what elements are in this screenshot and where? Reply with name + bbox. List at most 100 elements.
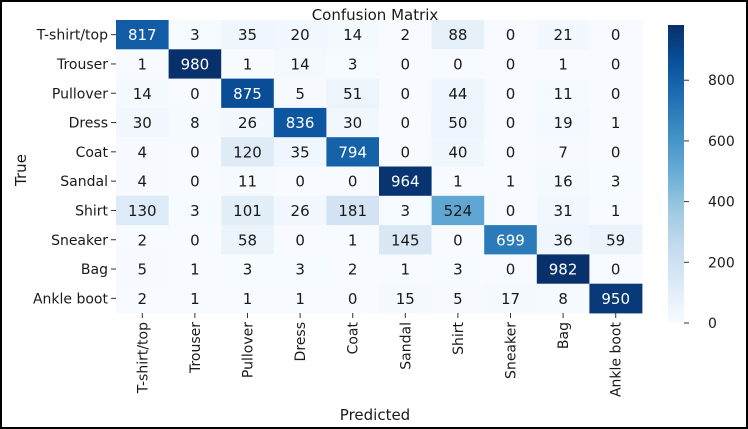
cell-value-label: 1 bbox=[190, 290, 200, 308]
y-tick-label: Pullover bbox=[52, 86, 108, 102]
cell-value-label: 982 bbox=[549, 261, 578, 279]
cell-value-label: 875 bbox=[233, 85, 262, 103]
heatmap-cell bbox=[273, 225, 327, 255]
cell-value-label: 0 bbox=[348, 173, 358, 191]
heatmap-cell bbox=[326, 137, 380, 167]
y-tick-label: Trouser bbox=[56, 57, 108, 73]
cell-value-label: 1 bbox=[190, 261, 200, 279]
cell-value-label: 1 bbox=[348, 231, 358, 249]
cell-value-label: 20 bbox=[291, 26, 310, 44]
cell-value-label: 0 bbox=[190, 143, 200, 161]
heatmap-cell bbox=[221, 225, 275, 255]
heatmap-cell bbox=[431, 195, 485, 226]
heatmap-cell bbox=[589, 225, 643, 255]
heatmap-cell bbox=[168, 225, 222, 255]
cell-value-label: 524 bbox=[444, 202, 473, 220]
heatmap-cell bbox=[116, 254, 169, 285]
heatmap-cell bbox=[431, 254, 485, 285]
cell-value-label: 0 bbox=[506, 85, 516, 103]
colorbar-tick-label: 400 bbox=[708, 195, 735, 211]
heatmap-cell bbox=[116, 20, 169, 50]
cell-value-label: 0 bbox=[190, 85, 200, 103]
heatmap-cell bbox=[379, 78, 432, 109]
cell-value-label: 0 bbox=[506, 143, 516, 161]
heatmap-cell bbox=[168, 254, 222, 285]
heatmap-cell bbox=[273, 78, 327, 109]
heatmap-cell bbox=[589, 137, 643, 167]
heatmap-cell bbox=[273, 107, 327, 138]
heatmap-cell bbox=[431, 137, 485, 167]
heatmap-cell bbox=[221, 254, 275, 285]
cell-value-label: 2 bbox=[138, 290, 148, 308]
cell-value-label: 88 bbox=[448, 26, 467, 44]
cell-value-label: 1 bbox=[138, 55, 148, 73]
x-tick-label: Dress bbox=[293, 322, 309, 361]
heatmap-cell bbox=[431, 20, 485, 50]
cell-value-label: 3 bbox=[190, 26, 200, 44]
cell-value-label: 1 bbox=[401, 261, 411, 279]
heatmap-cell bbox=[484, 283, 538, 314]
heatmap-cell bbox=[116, 195, 169, 226]
x-tick-label: Sneaker bbox=[504, 322, 520, 379]
cell-value-label: 30 bbox=[343, 114, 362, 132]
heatmap-cell bbox=[221, 49, 275, 79]
cell-value-label: 30 bbox=[133, 114, 152, 132]
heatmap-cell bbox=[536, 20, 590, 50]
heatmap-cell bbox=[221, 166, 275, 197]
cell-value-label: 1 bbox=[453, 173, 463, 191]
heatmap-cell bbox=[536, 137, 590, 167]
cell-value-label: 0 bbox=[611, 55, 621, 73]
heatmap-cell bbox=[589, 49, 643, 79]
cell-value-label: 0 bbox=[506, 26, 516, 44]
cell-value-label: 4 bbox=[138, 143, 148, 161]
cell-value-label: 1 bbox=[243, 55, 253, 73]
heatmap-cell bbox=[168, 166, 222, 197]
heatmap-cell bbox=[221, 283, 275, 314]
heatmap-cell bbox=[589, 20, 643, 50]
cell-value-label: 0 bbox=[506, 202, 516, 220]
colorbar-tick-label: 800 bbox=[708, 73, 735, 89]
heatmap-cell bbox=[536, 225, 590, 255]
cell-value-label: 1 bbox=[295, 290, 305, 308]
heatmap-cell bbox=[116, 166, 169, 197]
cell-value-label: 15 bbox=[396, 290, 415, 308]
cell-value-label: 19 bbox=[554, 114, 573, 132]
cell-value-label: 0 bbox=[348, 290, 358, 308]
cell-value-label: 40 bbox=[448, 143, 467, 161]
heatmap-cell bbox=[221, 137, 275, 167]
cell-value-label: 0 bbox=[295, 173, 305, 191]
heatmap-cell bbox=[116, 49, 169, 79]
cell-value-label: 0 bbox=[506, 114, 516, 132]
cell-value-label: 3 bbox=[611, 173, 621, 191]
cell-value-label: 11 bbox=[238, 173, 257, 191]
x-tick-label: Pullover bbox=[241, 322, 257, 378]
heatmap-cell bbox=[168, 78, 222, 109]
heatmap-cell bbox=[484, 20, 538, 50]
x-tick-label: Coat bbox=[346, 322, 362, 355]
heatmap-cell bbox=[221, 195, 275, 226]
cell-value-label: 59 bbox=[606, 231, 625, 249]
cell-value-label: 0 bbox=[401, 114, 411, 132]
cell-value-label: 5 bbox=[295, 85, 305, 103]
cell-value-label: 1 bbox=[243, 290, 253, 308]
heatmap-cell bbox=[326, 283, 380, 314]
cell-value-label: 3 bbox=[348, 55, 358, 73]
cell-value-label: 101 bbox=[233, 202, 262, 220]
heatmap-cell bbox=[536, 254, 590, 285]
cell-value-label: 50 bbox=[448, 114, 467, 132]
heatmap-cell bbox=[273, 195, 327, 226]
heatmap-cell bbox=[484, 195, 538, 226]
heatmap-cell bbox=[326, 166, 380, 197]
heatmap-cell bbox=[168, 107, 222, 138]
y-tick-labels: T-shirt/top Trouser Pullover Dress Coat Sanda… bbox=[33, 28, 116, 307]
heatmap-cell bbox=[536, 49, 590, 79]
heatmap-cell bbox=[116, 225, 169, 255]
heatmap-cell bbox=[326, 20, 380, 50]
cell-value-label: 1 bbox=[611, 114, 621, 132]
heatmap-cell bbox=[484, 254, 538, 285]
heatmap-cell bbox=[116, 283, 169, 314]
cell-value-label: 181 bbox=[338, 202, 367, 220]
cell-value-label: 21 bbox=[554, 26, 573, 44]
cell-value-label: 3 bbox=[190, 202, 200, 220]
